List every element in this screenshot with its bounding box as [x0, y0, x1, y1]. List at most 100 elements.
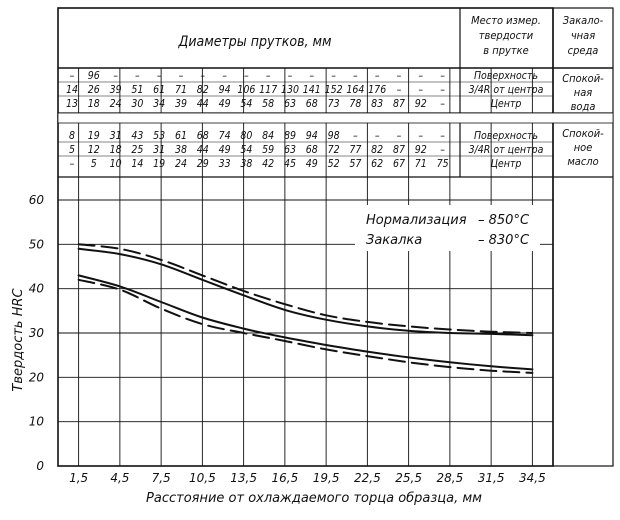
- table-value-cell: –: [157, 70, 162, 82]
- annotation-quench-label: Закалка: [366, 233, 422, 248]
- table-value-cell: 106: [237, 84, 255, 96]
- x-tick-label: 10,5: [189, 471, 216, 485]
- table-value-cell: –: [375, 130, 380, 142]
- right-strip-border: [552, 7, 614, 467]
- table-medium-line: Спокой-: [562, 127, 604, 140]
- x-axis-label: Расстояние от охлаждаемого торца образца…: [146, 491, 482, 506]
- table-value-cell: 53: [153, 130, 165, 142]
- annotation-quench-value: – 830°C: [478, 233, 530, 248]
- table-value-cell: 26: [88, 84, 100, 96]
- table-value-cell: 72: [328, 144, 340, 156]
- table-value-cell: 94: [219, 84, 231, 96]
- annotation-normalization-label: Нормализация: [366, 213, 467, 228]
- table-value-cell: 18: [110, 144, 122, 156]
- table-medium-line: ное: [574, 141, 593, 154]
- table-value-cell: 10: [110, 158, 122, 170]
- table-value-cell: –: [397, 130, 402, 142]
- series-2-line: [77, 243, 534, 334]
- y-axis-ticks: 0 10 20 30 40 50 60: [29, 193, 45, 473]
- table-value-cell: –: [179, 70, 184, 82]
- x-tick-label: 28,5: [437, 471, 464, 485]
- table-value-cell: –: [113, 70, 118, 82]
- table-value-cell: 44: [197, 98, 209, 110]
- table-value-cell: 78: [349, 98, 361, 110]
- table-value-cell: 77: [349, 144, 361, 156]
- table-value-cell: 25: [131, 144, 143, 156]
- table-value-cell: –: [397, 70, 402, 82]
- table-value-cell: 39: [110, 84, 122, 96]
- x-tick-label: 7,5: [152, 471, 171, 485]
- table-value-cell: –: [418, 130, 423, 142]
- table-value-cell: 33: [219, 158, 231, 170]
- table-value-cell: 12: [88, 144, 100, 156]
- table-medium-line: вода: [571, 100, 596, 113]
- table-header-place-line: Место измер.: [471, 14, 541, 27]
- annotation-box: [355, 205, 540, 251]
- table-value-cell: 38: [175, 144, 187, 156]
- table-value-cell: –: [244, 70, 249, 82]
- table-value-cell: 18: [88, 98, 100, 110]
- table-value-cell: 14: [66, 84, 78, 96]
- table-value-cell: 96: [88, 70, 100, 82]
- table-header-medium-line: среда: [568, 44, 599, 57]
- table-value-cell: 38: [240, 158, 252, 170]
- y-tick-label: 0: [36, 459, 44, 473]
- table-value-cell: 73: [328, 98, 340, 110]
- table-value-cell: –: [70, 158, 75, 170]
- table-value-cell: 31: [110, 130, 122, 142]
- table-value-cell: 130: [281, 84, 299, 96]
- series-4-line: [77, 278, 534, 374]
- table-value-cell: –: [309, 70, 314, 82]
- table-value-cell: 63: [284, 144, 296, 156]
- table-value-cell: 80: [240, 130, 252, 142]
- y-tick-label: 60: [29, 193, 45, 207]
- table-value-cell: 24: [110, 98, 122, 110]
- table-value-cell: 67: [393, 158, 405, 170]
- table-value-cell: 52: [328, 158, 340, 170]
- table-value-cell: –: [440, 84, 445, 96]
- table-value-cell: –: [375, 70, 380, 82]
- table-value-cell: –: [418, 70, 423, 82]
- table-value-cell: 141: [303, 84, 321, 96]
- table-value-cell: 29: [197, 158, 209, 170]
- y-tick-label: 20: [29, 370, 45, 384]
- x-axis-ticks: 1,5 4,5 7,5 10,5 13,5 16,5 19,5 22,5 25,5 28,5 31,…: [69, 471, 546, 485]
- table-value-cell: –: [200, 70, 205, 82]
- table-value-cell: 39: [175, 98, 187, 110]
- table-value-cell: 24: [175, 158, 187, 170]
- table-value-cell: 8: [69, 130, 75, 142]
- table-value-cell: –: [440, 130, 445, 142]
- table-value-cell: 61: [175, 130, 187, 142]
- table-place-cell: Поверхность: [474, 130, 538, 142]
- table-value-cell: –: [397, 84, 402, 96]
- table-value-cell: 75: [437, 158, 449, 170]
- table-value-cell: 68: [306, 144, 318, 156]
- table-value-cell: 92: [415, 144, 427, 156]
- table-place-cell: Центр: [491, 98, 522, 110]
- table-value-cell: 71: [175, 84, 187, 96]
- table-value-cell: 19: [153, 158, 165, 170]
- table-value-cell: 31: [153, 144, 165, 156]
- table-value-cell: –: [353, 130, 358, 142]
- table-value-cell: –: [440, 70, 445, 82]
- x-tick-label: 19,5: [313, 471, 340, 485]
- y-tick-label: 40: [29, 282, 45, 296]
- table-gap-row: [57, 112, 614, 124]
- table-value-cell: 68: [197, 130, 209, 142]
- hardness-table: Диаметры прутков, мм Место измер. твердост…: [57, 14, 614, 178]
- table-value-cell: 30: [131, 98, 143, 110]
- series-3-line: [77, 274, 534, 371]
- x-tick-label: 34,5: [519, 471, 546, 485]
- y-axis-label: Твердость HRC: [11, 287, 26, 391]
- table-value-cell: 13: [66, 98, 78, 110]
- table-value-cell: –: [70, 70, 75, 82]
- annotation-normalization-value: – 850°C: [478, 213, 530, 228]
- table-value-cell: 82: [197, 84, 209, 96]
- x-tick-label: 1,5: [69, 471, 88, 485]
- table-value-cell: 5: [69, 144, 75, 156]
- table-value-cell: 68: [306, 98, 318, 110]
- table-value-cell: 44: [197, 144, 209, 156]
- table-value-cell: 14: [131, 158, 143, 170]
- table-value-cell: –: [266, 70, 271, 82]
